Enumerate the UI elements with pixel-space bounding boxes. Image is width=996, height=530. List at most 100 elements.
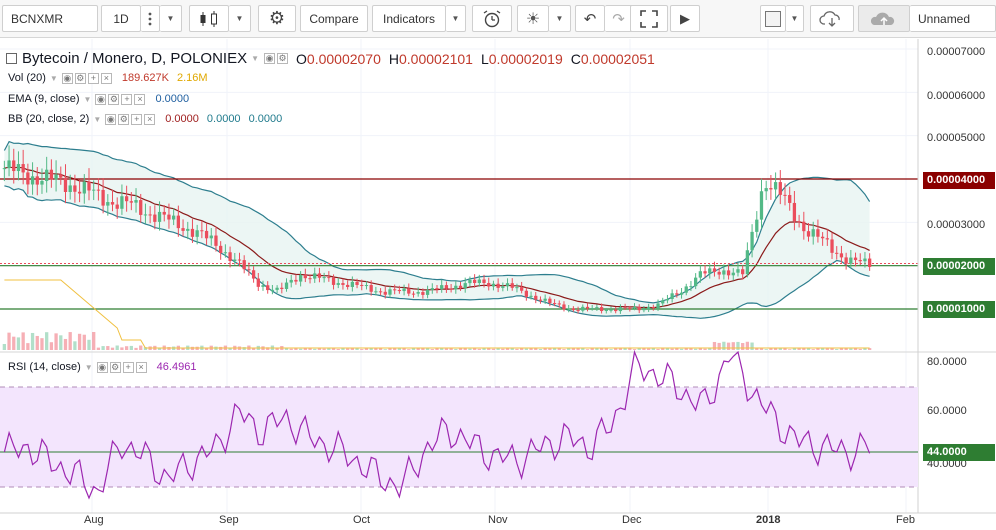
settings-icon[interactable]: ⚙: [108, 93, 120, 105]
candle-body: [491, 283, 496, 287]
candle-body: [797, 221, 801, 223]
volume-bar: [49, 342, 54, 350]
volume-bar: [726, 342, 731, 350]
replay-button[interactable]: ▶: [670, 5, 700, 32]
interval-button[interactable]: 1D: [101, 5, 141, 32]
indicators-button[interactable]: Indicators: [372, 5, 446, 32]
bollinger-lower-line: [4, 185, 870, 319]
plus-icon[interactable]: +: [131, 113, 143, 125]
chevron-down-icon[interactable]: ▼: [84, 362, 93, 372]
chevron-down-icon[interactable]: ▼: [49, 73, 58, 83]
eye-icon[interactable]: ◉: [105, 113, 117, 125]
volume-legend[interactable]: Vol (20) ▼ ◉ ⚙ + × 189.627K 2.16M: [8, 72, 208, 84]
settings-icon[interactable]: ⚙: [74, 72, 86, 84]
candle-body: [703, 271, 707, 274]
chevron-down-icon[interactable]: ▼: [251, 54, 260, 63]
volume-bar: [204, 348, 209, 350]
color-theme-button[interactable]: [760, 5, 786, 32]
settings-icon[interactable]: ⚙: [277, 53, 289, 64]
volume-bar: [77, 333, 82, 350]
undo-button[interactable]: ↶: [575, 5, 605, 32]
eye-icon[interactable]: ◉: [95, 93, 107, 105]
candle-body: [665, 298, 670, 301]
level-price-label: 0.00001000: [923, 301, 995, 318]
candle-body: [750, 231, 754, 251]
candle-body: [520, 287, 524, 291]
candle-body: [722, 270, 726, 275]
layout-name-button[interactable]: Unnamed: [910, 5, 996, 32]
chart-style-dropdown[interactable]: ▼: [229, 5, 251, 32]
volume-bar: [317, 347, 322, 350]
load-layout-button[interactable]: [810, 5, 854, 32]
alert-button[interactable]: [472, 5, 512, 32]
volume-bar: [425, 347, 430, 350]
candle-body: [242, 260, 246, 270]
candle-body: [736, 269, 740, 273]
plus-icon[interactable]: +: [87, 72, 99, 84]
rsi-tick: 40.0000: [927, 458, 967, 470]
save-layout-button[interactable]: [858, 5, 910, 32]
eye-icon[interactable]: ◉: [61, 72, 73, 84]
volume-bar: [327, 348, 331, 350]
close-icon[interactable]: ×: [144, 113, 156, 125]
candle-body: [256, 278, 260, 287]
volume-bar: [614, 347, 618, 350]
volume-bar: [567, 347, 571, 350]
close-icon[interactable]: ×: [135, 361, 147, 373]
drawing-tools-dropdown[interactable]: ▼: [549, 5, 571, 32]
volume-bar: [40, 338, 44, 350]
drawing-tools-button[interactable]: ☀: [517, 5, 549, 32]
compare-button[interactable]: Compare: [300, 5, 368, 32]
chevron-down-icon[interactable]: ▼: [83, 94, 92, 104]
plus-icon[interactable]: +: [122, 361, 134, 373]
settings-icon[interactable]: ⚙: [109, 361, 121, 373]
chart-area[interactable]: Bytecoin / Monero, D, POLONIEX ▼ ◉ ⚙ O 0.…: [0, 39, 996, 530]
collapse-icon[interactable]: [6, 53, 17, 64]
main-series-legend[interactable]: Bytecoin / Monero, D, POLONIEX ▼ ◉ ⚙ O 0.…: [6, 50, 655, 67]
close-label: C: [570, 50, 581, 67]
volume-bar: [16, 337, 21, 350]
volume-bar: [835, 349, 839, 350]
eye-icon[interactable]: ◉: [96, 361, 108, 373]
candle-body: [190, 228, 195, 237]
plus-icon[interactable]: +: [121, 93, 133, 105]
candle-body: [369, 285, 373, 292]
low-label: L: [480, 50, 489, 67]
candle-body: [92, 189, 96, 191]
candle-body: [675, 293, 679, 295]
indicators-dropdown[interactable]: ▼: [446, 5, 466, 32]
fullscreen-button[interactable]: [630, 5, 668, 32]
chart-canvas[interactable]: [0, 39, 996, 530]
chart-style-button[interactable]: [189, 5, 229, 32]
candle-body: [778, 182, 782, 195]
settings-button[interactable]: ⚙: [258, 5, 296, 32]
ema-name: EMA (9, close): [8, 93, 80, 105]
ema-legend[interactable]: EMA (9, close) ▼ ◉ ⚙ + × 0.0000: [8, 93, 189, 105]
rsi-legend[interactable]: RSI (14, close) ▼ ◉ ⚙ + × 46.4961: [8, 361, 196, 373]
bb-legend[interactable]: BB (20, close, 2) ▼ ◉ ⚙ + × 0.0000 0.0000 0…: [8, 113, 282, 125]
candle-body: [393, 289, 397, 291]
eye-icon[interactable]: ◉: [264, 53, 276, 64]
candle-body: [745, 250, 750, 275]
redo-button[interactable]: ↷: [605, 5, 633, 32]
candle-body: [496, 283, 500, 288]
volume-bar: [731, 342, 735, 350]
symbol-search-input[interactable]: BCNXMR: [2, 5, 98, 32]
candle-body: [411, 293, 416, 295]
candle-body: [214, 235, 218, 246]
volume-bar: [783, 347, 787, 350]
chevron-down-icon[interactable]: ▼: [93, 114, 102, 124]
color-theme-dropdown[interactable]: ▼: [786, 5, 804, 32]
interval-menu-icon[interactable]: [141, 5, 160, 32]
candle-body: [416, 292, 420, 294]
volume-bar: [524, 348, 528, 350]
close-icon[interactable]: ×: [100, 72, 112, 84]
candle-body: [741, 269, 745, 275]
volume-bar: [694, 348, 698, 350]
candle-body: [618, 307, 623, 312]
interval-dropdown-button[interactable]: ▼: [160, 5, 182, 32]
volume-bar: [101, 346, 105, 350]
volume-bar: [788, 349, 792, 350]
close-icon[interactable]: ×: [134, 93, 146, 105]
settings-icon[interactable]: ⚙: [118, 113, 130, 125]
